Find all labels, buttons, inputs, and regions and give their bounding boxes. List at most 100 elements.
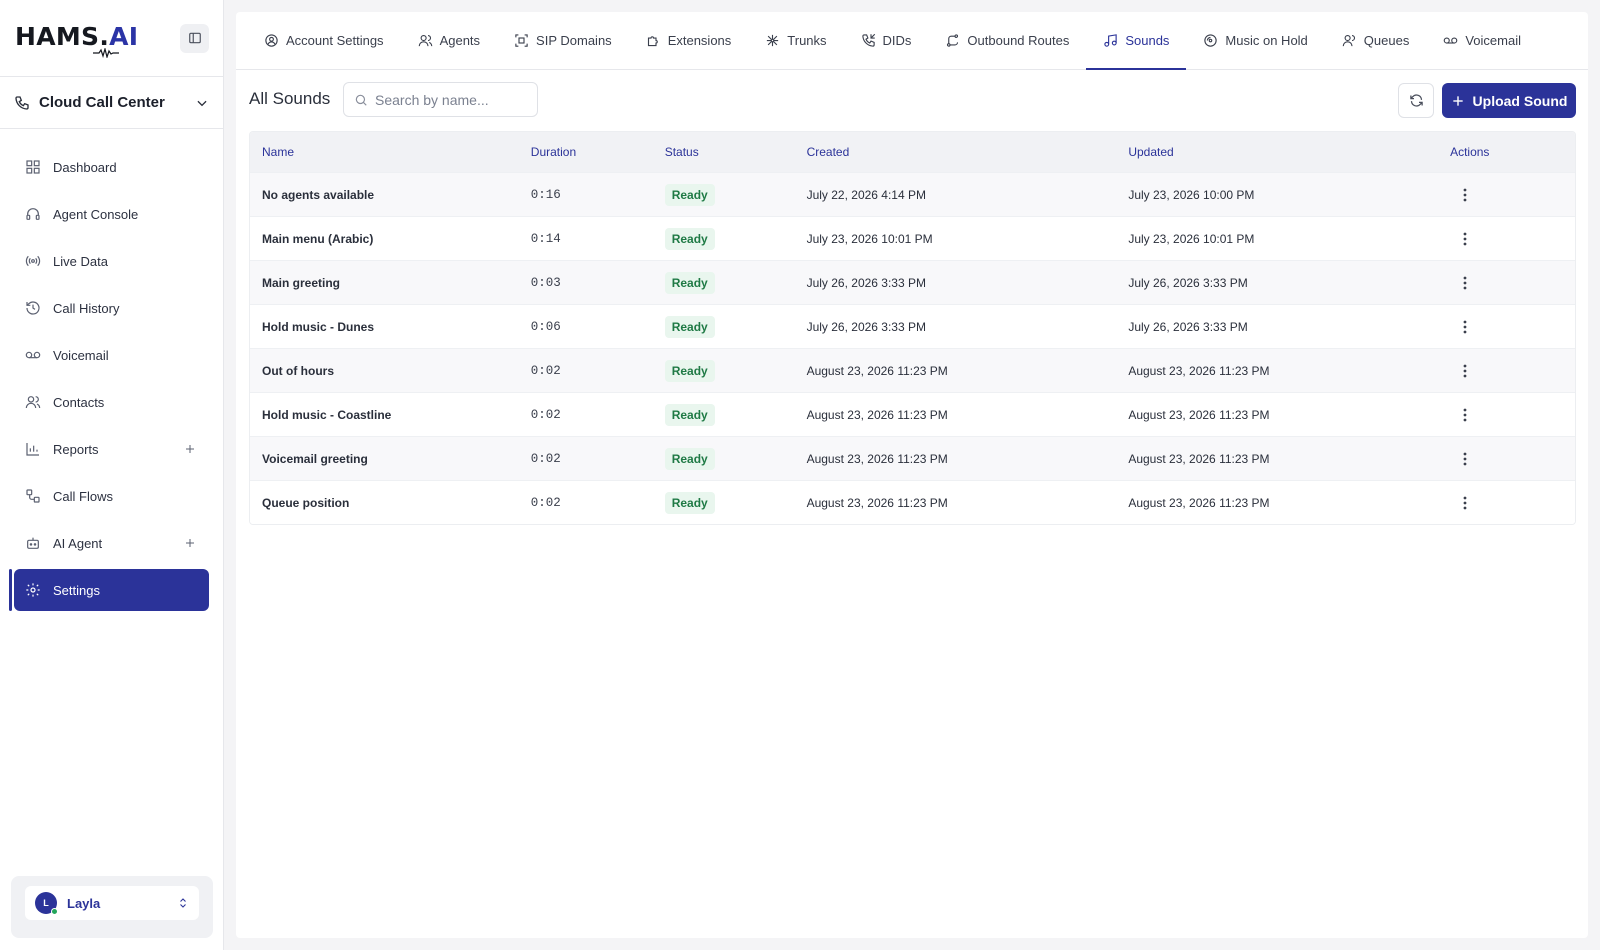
org-name: Cloud Call Center (39, 94, 165, 111)
more-vertical-icon (1463, 496, 1467, 509)
row-actions-button[interactable] (1455, 493, 1475, 513)
tab-dids[interactable]: DIDs (844, 11, 929, 69)
panel-left-icon (188, 32, 201, 44)
tab-voicemail[interactable]: Voicemail (1426, 11, 1538, 69)
sidebar-item-label: Agent Console (53, 206, 139, 222)
sound-duration: 0:02 (530, 451, 561, 466)
created-date: July 23, 2026 10:01 PM (806, 231, 933, 246)
tab-queues[interactable]: Queues (1325, 11, 1427, 69)
scan-icon (515, 33, 528, 47)
tab-agents[interactable]: Agents (401, 11, 497, 69)
table-row[interactable]: No agents available 0:16 Ready July 22, … (250, 172, 1575, 216)
sidebar-item-reports[interactable]: Reports (14, 428, 209, 470)
row-actions-button[interactable] (1455, 317, 1475, 337)
table-row[interactable]: Main greeting 0:03 Ready July 26, 2026 3… (250, 260, 1575, 304)
sidebar-item-contacts[interactable]: Contacts (14, 381, 209, 423)
sidebar-item-live-data[interactable]: Live Data (14, 240, 209, 282)
sound-name: Queue position (262, 495, 350, 510)
updated-date: July 26, 2026 3:33 PM (1128, 319, 1248, 334)
created-date: August 23, 2026 11:23 PM (806, 451, 948, 466)
more-vertical-icon (1463, 408, 1467, 421)
user-switcher[interactable]: L Layla (25, 886, 199, 920)
online-status-dot (51, 908, 58, 915)
tab-extensions[interactable]: Extensions (629, 11, 749, 69)
column-header-created[interactable]: Created (806, 145, 850, 159)
sidebar-item-label: Live Data (53, 253, 108, 269)
sound-name: Voicemail greeting (262, 451, 368, 466)
org-switcher[interactable]: Cloud Call Center (0, 77, 223, 129)
upload-sound-label: Upload Sound (1472, 92, 1568, 109)
brand-suffix: AI (109, 21, 139, 51)
tab-label: DIDs (882, 32, 912, 48)
sidebar-item-label: Call Flows (53, 488, 113, 504)
status-badge: Ready (664, 359, 715, 382)
sound-name: Out of hours (262, 363, 334, 378)
tab-label: Sounds (1125, 32, 1170, 48)
gear-icon (26, 583, 40, 597)
avatar-initial: L (43, 898, 49, 908)
plus-icon[interactable] (184, 443, 196, 455)
search-box[interactable] (343, 82, 538, 117)
plus-icon (1452, 95, 1463, 106)
tab-label: Outbound Routes (967, 32, 1070, 48)
tab-label: SIP Domains (536, 32, 612, 48)
sidebar-item-settings[interactable]: Settings (9, 569, 209, 611)
logo-row: HAMS.AI (0, 0, 223, 77)
tab-music-on-hold[interactable]: Music on Hold (1186, 11, 1324, 69)
table-row[interactable]: Hold music - Dunes 0:06 Ready July 26, 2… (250, 304, 1575, 348)
row-actions-button[interactable] (1455, 449, 1475, 469)
row-actions-button[interactable] (1455, 185, 1475, 205)
table-row[interactable]: Queue position 0:02 Ready August 23, 202… (250, 480, 1575, 524)
sidebar-item-dashboard[interactable]: Dashboard (14, 146, 209, 188)
music-note-icon (1104, 33, 1118, 47)
status-badge: Ready (664, 403, 715, 426)
tab-outbound-routes[interactable]: Outbound Routes (928, 11, 1086, 69)
plus-icon[interactable] (184, 537, 196, 549)
tab-label: Voicemail (1465, 32, 1521, 48)
row-actions-button[interactable] (1455, 229, 1475, 249)
tab-sip-domains[interactable]: SIP Domains (497, 11, 629, 69)
sidebar-item-label: Contacts (53, 394, 105, 410)
tab-trunks[interactable]: Trunks (748, 11, 843, 69)
row-actions-button[interactable] (1455, 361, 1475, 381)
tab-account-settings[interactable]: Account Settings (247, 11, 401, 69)
voicemail-icon (25, 351, 41, 359)
sidebar-item-call-flows[interactable]: Call Flows (14, 475, 209, 517)
tab-sounds[interactable]: Sounds (1086, 11, 1187, 70)
row-actions-button[interactable] (1455, 405, 1475, 425)
sidebar-item-label: Reports (53, 441, 99, 457)
created-date: August 23, 2026 11:23 PM (806, 495, 948, 510)
updated-date: August 23, 2026 11:23 PM (1128, 495, 1270, 510)
users-icon (1342, 34, 1355, 46)
sidebar-item-ai-agent[interactable]: AI Agent (14, 522, 209, 564)
sidebar-item-voicemail[interactable]: Voicemail (14, 334, 209, 376)
refresh-button[interactable] (1398, 83, 1434, 118)
column-header-status[interactable]: Status (664, 145, 699, 159)
column-header-name[interactable]: Name (262, 145, 295, 159)
network-icon (767, 34, 779, 46)
updated-date: August 23, 2026 11:23 PM (1128, 363, 1270, 378)
row-actions-button[interactable] (1455, 273, 1475, 293)
table-row[interactable]: Main menu (Arabic) 0:14 Ready July 23, 2… (250, 216, 1575, 260)
brand-logo[interactable]: HAMS.AI (15, 21, 139, 58)
avatar: L (35, 892, 58, 915)
tab-label: Trunks (787, 32, 827, 48)
search-input[interactable] (375, 91, 525, 108)
sounds-table: Name Duration Status Created Updated Act… (249, 131, 1576, 525)
sidebar-item-call-history[interactable]: Call History (14, 287, 209, 329)
sidebar-item-agent-console[interactable]: Agent Console (14, 193, 209, 235)
sidebar: HAMS.AI Cloud Call Center Dashboard Agen… (0, 0, 224, 950)
upload-sound-button[interactable]: Upload Sound (1442, 83, 1576, 118)
table-row[interactable]: Out of hours 0:02 Ready August 23, 2026 … (250, 348, 1575, 392)
sound-duration: 0:03 (530, 275, 561, 290)
table-row[interactable]: Voicemail greeting 0:02 Ready August 23,… (250, 436, 1575, 480)
voicemail-icon (1444, 36, 1458, 44)
status-badge: Ready (664, 227, 715, 250)
table-row[interactable]: Hold music - Coastline 0:02 Ready August… (250, 392, 1575, 436)
column-header-duration[interactable]: Duration (530, 145, 577, 159)
more-vertical-icon (1463, 364, 1467, 377)
sidebar-toggle-button[interactable] (180, 23, 209, 53)
waveform-icon (93, 47, 119, 58)
status-badge: Ready (664, 491, 715, 514)
column-header-updated[interactable]: Updated (1128, 145, 1174, 159)
